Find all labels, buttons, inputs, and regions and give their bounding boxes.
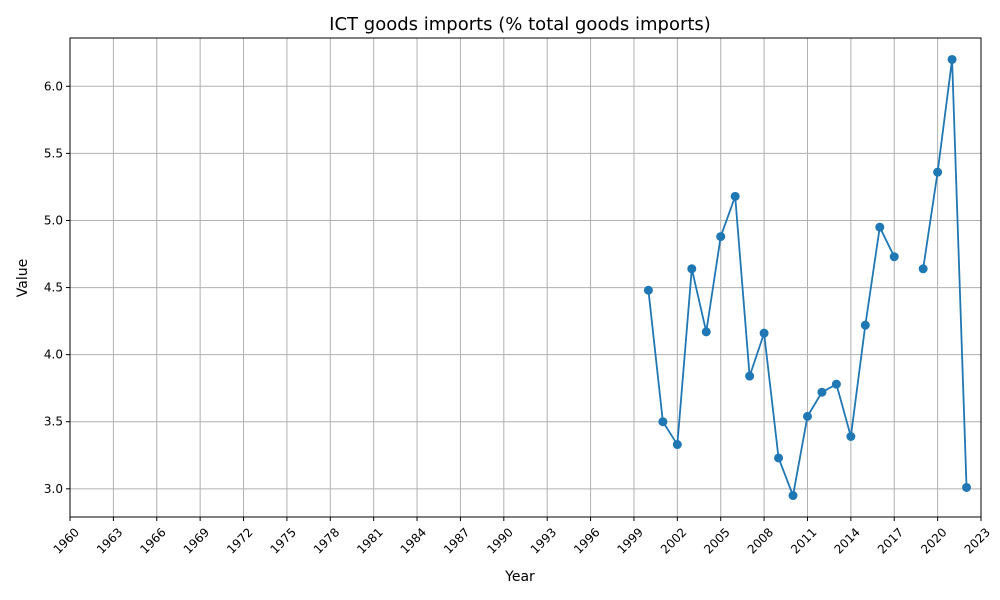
x-tick-label: 2017: [875, 525, 906, 556]
data-point: [817, 387, 827, 397]
x-tick-label: 1984: [398, 525, 429, 556]
data-point: [759, 328, 769, 338]
data-point: [788, 491, 798, 501]
x-tick-label: 1987: [441, 525, 472, 556]
x-axis-title: Year: [504, 569, 535, 585]
x-tick-label: 1990: [484, 525, 515, 556]
data-point: [687, 264, 697, 274]
data-point: [672, 440, 682, 450]
y-tick-label: 5.0: [44, 213, 63, 227]
data-point: [875, 222, 885, 232]
data-point: [918, 264, 928, 274]
x-tick-label: 2008: [745, 525, 776, 556]
data-point: [716, 232, 726, 242]
chart-title: ICT goods imports (% total goods imports…: [329, 14, 711, 35]
series-line: [922, 59, 968, 488]
x-tick-label: 2005: [701, 525, 732, 556]
data-point: [962, 482, 972, 492]
grid: [69, 38, 982, 517]
x-tick-label: 1969: [181, 525, 212, 556]
x-tick-label: 2023: [962, 525, 993, 556]
data-point: [643, 285, 653, 295]
data-point: [947, 54, 957, 64]
y-tick-label: 3.0: [44, 482, 63, 496]
x-tick-label: 1978: [311, 525, 342, 556]
x-tick-label: 1981: [354, 525, 385, 556]
data-point: [701, 327, 711, 337]
data-point: [774, 453, 784, 463]
x-tick-label: 1963: [94, 525, 125, 556]
x-tick-label: 2014: [831, 525, 862, 556]
y-axis-title: Value: [15, 259, 31, 297]
x-tick-label: 2020: [918, 525, 949, 556]
series-line: [647, 196, 896, 499]
series-layer: [643, 54, 972, 501]
x-tick-label: 1960: [51, 525, 82, 556]
x-tick-label: 1972: [224, 525, 255, 556]
y-axis-ticks: 3.0 3.5 4.0 4.5 5.0 5.5 6.0: [44, 79, 70, 496]
x-tick-label: 1966: [137, 525, 168, 556]
y-tick-label: 6.0: [44, 79, 63, 93]
y-tick-label: 3.5: [44, 415, 63, 429]
data-point: [745, 371, 755, 381]
x-tick-label: 1993: [528, 525, 559, 556]
data-point: [831, 379, 841, 389]
x-tick-label: 1996: [571, 525, 602, 556]
x-axis-ticks: 1960 1963 1966 1969 1972 1975 1978 1981 1984 1987…: [51, 517, 993, 557]
data-point: [933, 167, 943, 177]
x-tick-label: 1999: [615, 525, 646, 556]
y-tick-label: 4.0: [44, 348, 63, 362]
y-tick-label: 5.5: [44, 146, 63, 160]
x-tick-label: 2002: [658, 525, 689, 556]
x-tick-label: 2011: [788, 525, 819, 556]
plot-frame: [69, 37, 982, 518]
x-tick-label: 1975: [267, 525, 298, 556]
y-tick-label: 4.5: [44, 281, 63, 295]
data-point: [658, 417, 668, 427]
data-point: [802, 411, 812, 421]
data-point: [889, 252, 899, 262]
data-point: [730, 191, 740, 201]
data-point: [846, 431, 856, 441]
data-point: [860, 320, 870, 330]
